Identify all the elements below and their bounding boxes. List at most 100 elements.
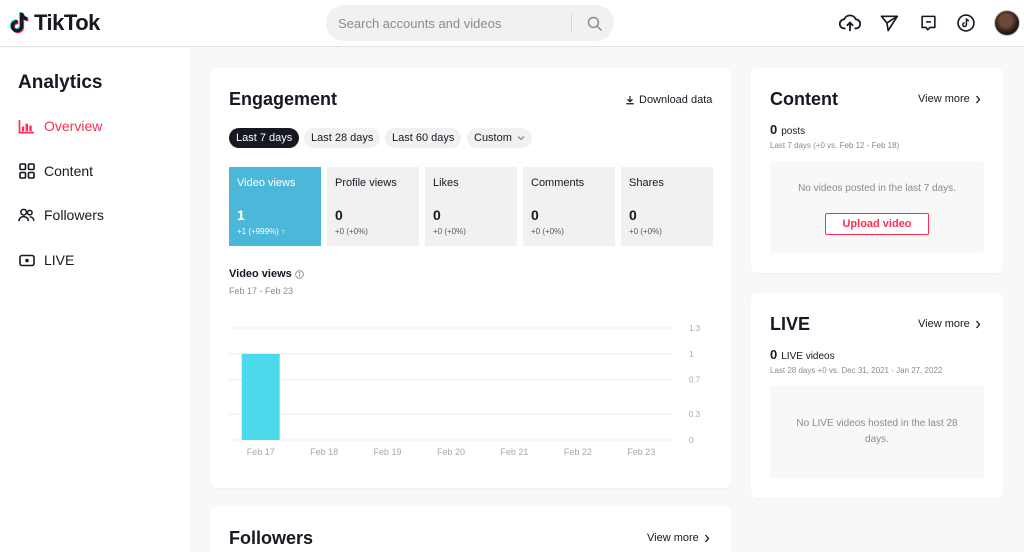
chart-title: Video views xyxy=(229,268,304,280)
download-data-button[interactable]: Download data xyxy=(625,94,712,106)
content-title: Content xyxy=(770,89,838,109)
followers-title: Followers xyxy=(229,528,314,548)
engagement-title: Engagement xyxy=(229,89,338,109)
metric-label: Likes xyxy=(433,177,459,189)
inbox-button[interactable] xyxy=(917,12,939,34)
avatar[interactable] xyxy=(994,10,1020,36)
tiktok-logo[interactable]: TikTok xyxy=(8,10,100,36)
metric-change: +0 (+0%) xyxy=(433,227,466,236)
video-views-chart: 1.3 1 0.7 0.3 0 Feb 17 Feb 18 Feb 19 Feb 20 Feb 2… xyxy=(229,324,701,457)
y-tick-label: 0 xyxy=(689,436,694,445)
chevron-right-icon xyxy=(975,320,981,328)
empty-message: No LIVE videos hosted in the last 28 day… xyxy=(796,418,958,445)
messages-button[interactable] xyxy=(878,12,900,34)
metric-label: Video views xyxy=(237,177,296,189)
metric-value: 0 xyxy=(531,207,539,223)
metric-shares[interactable]: Shares 0 +0 (+0%) xyxy=(621,167,713,246)
sidebar-item-followers[interactable]: Followers xyxy=(18,203,104,227)
search-bar xyxy=(326,5,614,41)
posts-label: posts xyxy=(781,126,806,137)
upload-icon xyxy=(839,14,861,32)
y-tick-label: 1.3 xyxy=(689,324,701,333)
range-last-28-days[interactable]: Last 28 days xyxy=(304,128,381,148)
sidebar-item-content[interactable]: Content xyxy=(18,159,93,183)
view-more-label: View more xyxy=(918,93,970,105)
sidebar-item-label: Overview xyxy=(44,118,103,134)
download-icon xyxy=(626,95,634,105)
chevron-down-icon xyxy=(517,136,525,141)
followers-card: Followers View more xyxy=(210,506,731,552)
download-label: Download data xyxy=(639,94,713,106)
metric-change: +1 (+999%) ↑ xyxy=(237,227,286,236)
content-view-more[interactable]: View more xyxy=(918,93,981,105)
range-custom[interactable]: Custom xyxy=(467,128,532,148)
live-empty-state: No LIVE videos hosted in the last 28 day… xyxy=(770,386,984,478)
range-last-60-days[interactable]: Last 60 days xyxy=(385,128,462,148)
metric-profile-views[interactable]: Profile views 0 +0 (+0%) xyxy=(327,167,419,246)
x-tick-label: Feb 20 xyxy=(437,447,465,457)
sidebar-title: Analytics xyxy=(18,72,103,93)
x-tick-label: Feb 21 xyxy=(500,447,528,457)
metric-label: Shares xyxy=(629,177,664,189)
metric-change: +0 (+0%) xyxy=(531,227,564,236)
upload-video-button[interactable]: Upload video xyxy=(825,213,929,235)
sidebar-item-label: Content xyxy=(44,163,94,179)
search-input[interactable] xyxy=(338,5,568,41)
search-button[interactable] xyxy=(576,5,612,41)
range-last-7-days[interactable]: Last 7 days xyxy=(229,128,300,148)
metric-label: Comments xyxy=(531,177,585,189)
followers-view-more[interactable]: View more xyxy=(647,532,710,544)
sidebar: Analytics Overview Content Followers LIV… xyxy=(0,48,190,552)
info-icon[interactable] xyxy=(294,269,304,279)
chevron-right-icon xyxy=(975,95,981,103)
metric-comments[interactable]: Comments 0 +0 (+0%) xyxy=(523,167,615,246)
chevron-right-icon xyxy=(704,534,710,542)
metric-video-views[interactable]: Video views 1 +1 (+999%) ↑ xyxy=(229,167,321,246)
view-more-label: View more xyxy=(647,532,699,544)
y-tick-label: 0.3 xyxy=(689,410,701,419)
content-compare: Last 7 days (+0 vs. Feb 12 - Feb 18) xyxy=(770,141,900,150)
x-tick-label: Feb 23 xyxy=(627,447,655,457)
live-icon xyxy=(18,252,35,269)
y-tick-label: 1 xyxy=(689,350,694,359)
metric-label: Profile views xyxy=(335,177,397,189)
tiktok-icon xyxy=(957,14,975,32)
live-videos-count: 0 xyxy=(770,347,778,362)
live-view-more[interactable]: View more xyxy=(918,318,981,330)
x-tick-label: Feb 19 xyxy=(374,447,402,457)
chart-title-label: Video views xyxy=(229,268,292,280)
live-card: LIVE View more 0 LIVE videos Last 28 day… xyxy=(751,293,1003,498)
engagement-card: Engagement Download data Last 7 days Las… xyxy=(210,68,731,488)
search-icon xyxy=(587,16,602,31)
sidebar-item-overview[interactable]: Overview xyxy=(18,114,102,138)
x-tick-label: Feb 18 xyxy=(310,447,338,457)
inbox-icon xyxy=(920,15,936,31)
metric-likes[interactable]: Likes 0 +0 (+0%) xyxy=(425,167,517,246)
tiktok-logo-icon xyxy=(9,12,29,34)
chart-date-range: Feb 17 - Feb 23 xyxy=(229,286,294,296)
x-tick-label: Feb 22 xyxy=(564,447,592,457)
chart-bar[interactable] xyxy=(241,353,280,440)
live-count: 0 LIVE videos xyxy=(770,347,835,362)
chart-icon xyxy=(18,118,35,135)
metric-value: 1 xyxy=(237,207,245,223)
content-card: Content View more 0 posts Last 7 days (+… xyxy=(751,68,1003,273)
logo-text: TikTok xyxy=(34,10,100,35)
range-custom-label: Custom xyxy=(474,132,512,144)
sidebar-item-label: LIVE xyxy=(44,252,75,268)
posts-count: 0 xyxy=(770,122,778,137)
sidebar-item-label: Followers xyxy=(44,207,104,223)
tiktok-studio-button[interactable] xyxy=(955,12,977,34)
metric-value: 0 xyxy=(335,207,343,223)
send-icon xyxy=(880,15,899,32)
live-compare: Last 28 days +0 vs. Dec 31, 2021 - Jan 2… xyxy=(770,366,943,375)
content-count: 0 posts xyxy=(770,122,805,137)
upload-button[interactable] xyxy=(839,12,861,34)
view-more-label: View more xyxy=(918,318,970,330)
x-tick-label: Feb 17 xyxy=(247,447,275,457)
search-divider xyxy=(571,14,572,32)
sidebar-item-live[interactable]: LIVE xyxy=(18,248,74,272)
metric-value: 0 xyxy=(629,207,637,223)
metric-value: 0 xyxy=(433,207,441,223)
top-header: TikTok xyxy=(0,0,1024,47)
